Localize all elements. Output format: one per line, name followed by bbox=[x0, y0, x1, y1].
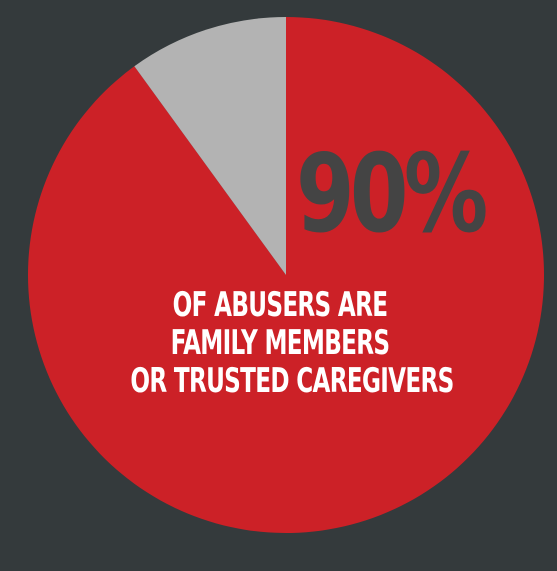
caption-line-3: OR TRUSTED CAREGIVERS bbox=[130, 361, 454, 401]
pie-slice-2 bbox=[134, 17, 286, 275]
pie-slice-1 bbox=[27, 17, 544, 533]
stat-caption: OF ABUSERS ARE FAMILY MEMBERS OR TRUSTED… bbox=[130, 285, 454, 401]
caption-line-2: FAMILY MEMBERS bbox=[170, 323, 390, 363]
caption-line-1: OF ABUSERS ARE bbox=[172, 285, 388, 325]
stat-percentage: 90% bbox=[296, 132, 488, 257]
